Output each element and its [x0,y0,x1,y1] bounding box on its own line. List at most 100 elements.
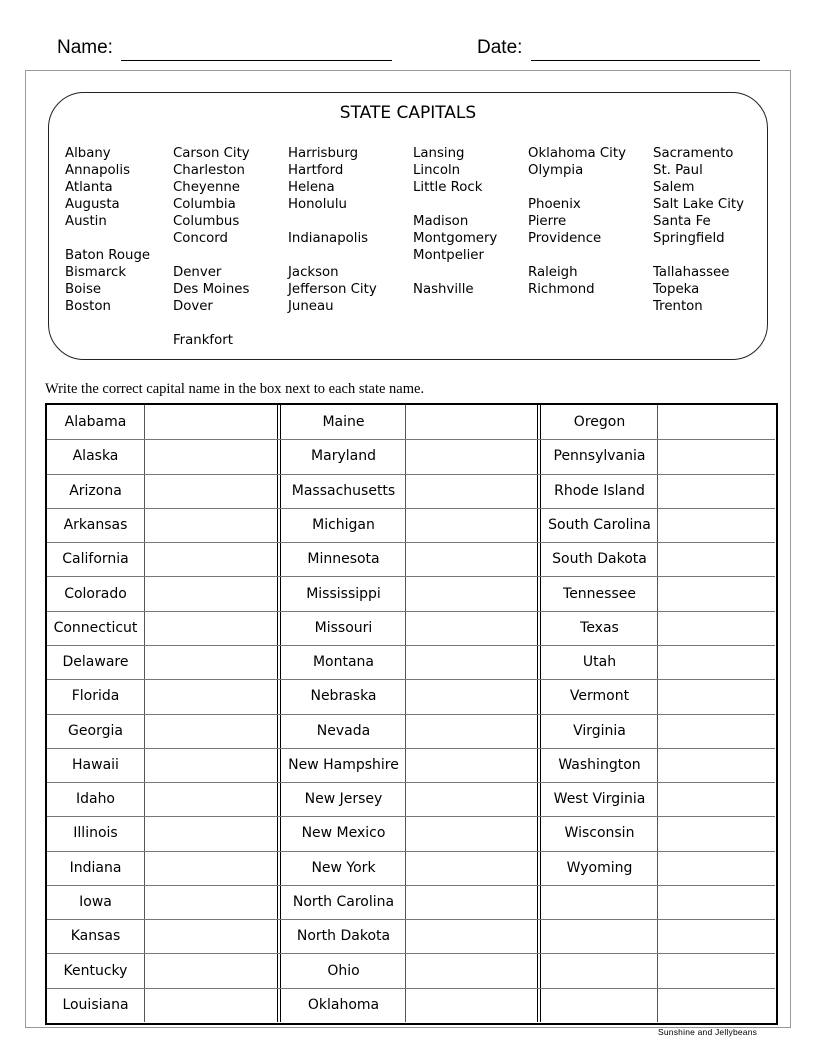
capital-item: Carson City [173,146,250,161]
capital-item: Salem [653,180,695,195]
state-name-cell: Arizona [69,482,122,499]
capital-answer-cell[interactable] [144,748,279,782]
name-field[interactable] [121,60,392,61]
capital-item: Bismarck [65,265,127,280]
capital-answer-cell[interactable] [657,508,775,542]
capital-item: St. Paul [653,163,703,178]
capitals-column: Lansing Lincoln Little Rock Madison Montgome… [413,145,497,298]
capital-answer-cell[interactable] [657,611,775,645]
capital-item: Santa Fe [653,214,711,229]
state-name-cell: Alabama [64,414,127,431]
capital-answer-cell[interactable] [657,679,775,713]
capital-answer-cell[interactable] [144,542,279,576]
capital-answer-cell[interactable] [405,988,539,1022]
capital-answer-cell[interactable] [657,714,775,748]
capital-answer-cell[interactable] [405,782,539,816]
capital-item: Harrisburg [288,146,359,161]
capital-answer-cell[interactable] [405,439,539,473]
capital-answer-cell[interactable] [144,714,279,748]
state-name-cell: Colorado [64,585,127,602]
capital-item: Frankfort [173,333,233,348]
capital-answer-cell[interactable] [657,782,775,816]
capital-answer-cell[interactable] [144,988,279,1022]
state-name-cell: Ohio [327,962,360,979]
capital-answer-cell[interactable] [657,885,775,919]
state-name-cell: Utah [582,654,617,671]
capital-answer-cell[interactable] [144,508,279,542]
capital-answer-cell[interactable] [657,542,775,576]
capital-answer-cell[interactable] [405,816,539,850]
capital-item: Montgomery [413,231,498,246]
capital-answer-cell[interactable] [405,645,539,679]
capital-answer-cell[interactable] [405,405,539,439]
state-name-cell: Montana [312,654,375,671]
date-field[interactable] [531,60,760,61]
state-name-cell: Hawaii [72,756,119,773]
capital-answer-cell[interactable] [405,714,539,748]
capital-answer-cell[interactable] [657,953,775,987]
capital-answer-cell[interactable] [144,439,279,473]
capital-answer-cell[interactable] [657,474,775,508]
state-name-cell: Vermont [569,688,630,705]
state-name-cell: South Dakota [552,551,647,568]
capital-answer-cell[interactable] [657,851,775,885]
capital-answer-cell[interactable] [405,885,539,919]
state-name-cell: Iowa [79,894,112,910]
state-name-cell: Minnesota [307,551,380,568]
capital-item: Hartford [288,163,344,178]
state-name-cell: Massachusetts [291,482,396,499]
capital-answer-cell[interactable] [657,576,775,610]
capital-item [65,230,150,247]
capital-answer-cell[interactable] [405,474,539,508]
capital-answer-cell[interactable] [405,508,539,542]
state-name-cell [542,919,657,953]
capital-item: Lansing [413,146,465,161]
capital-item: Annapolis [65,163,130,178]
capital-answer-cell[interactable] [144,816,279,850]
capital-answer-cell[interactable] [405,748,539,782]
capital-answer-cell[interactable] [657,439,775,473]
state-name-cell: New Hampshire [288,756,399,773]
capital-answer-cell[interactable] [144,474,279,508]
capital-answer-cell[interactable] [657,748,775,782]
state-name-cell: Oklahoma [307,996,380,1013]
state-name-cell: Tennessee [563,585,636,602]
capital-answer-cell[interactable] [144,953,279,987]
capital-answer-cell[interactable] [144,851,279,885]
state-name-cell: Maine [322,414,365,431]
capital-answer-cell[interactable] [144,782,279,816]
capital-answer-cell[interactable] [657,919,775,953]
capital-answer-cell[interactable] [144,611,279,645]
capital-answer-cell[interactable] [144,919,279,953]
state-name-cell: Alaska [72,448,119,465]
capital-item: Topeka [653,282,700,297]
capital-answer-cell[interactable] [405,611,539,645]
capital-answer-cell[interactable] [144,645,279,679]
capital-answer-cell[interactable] [405,542,539,576]
capitals-column: Albany Annapolis Atlanta Augusta Austin Baton… [65,145,150,315]
capital-answer-cell[interactable] [405,953,539,987]
state-name-cell: Washington [558,756,641,773]
capital-answer-cell[interactable] [405,919,539,953]
capital-answer-cell[interactable] [405,576,539,610]
date-label: Date: [477,37,523,58]
capital-answer-cell[interactable] [144,576,279,610]
state-name-cell: North Carolina [292,894,395,910]
capital-answer-cell[interactable] [657,988,775,1022]
capital-answer-cell[interactable] [657,645,775,679]
capital-answer-cell[interactable] [405,851,539,885]
capital-item: Oklahoma City [528,146,626,161]
capital-item: Pierre [528,214,567,229]
capital-answer-cell[interactable] [144,405,279,439]
page-frame [25,70,791,1028]
capital-answer-cell[interactable] [405,679,539,713]
state-name-cell: Louisiana [62,996,129,1013]
capital-answer-cell[interactable] [657,405,775,439]
capital-answer-cell[interactable] [144,679,279,713]
capital-item: Augusta [65,197,120,212]
capital-answer-cell[interactable] [144,885,279,919]
capital-answer-cell[interactable] [657,816,775,850]
row-divider [47,747,775,749]
capitals-column: Carson City Charleston Cheyenne Columbia Col… [173,145,250,349]
row-divider [47,576,775,578]
